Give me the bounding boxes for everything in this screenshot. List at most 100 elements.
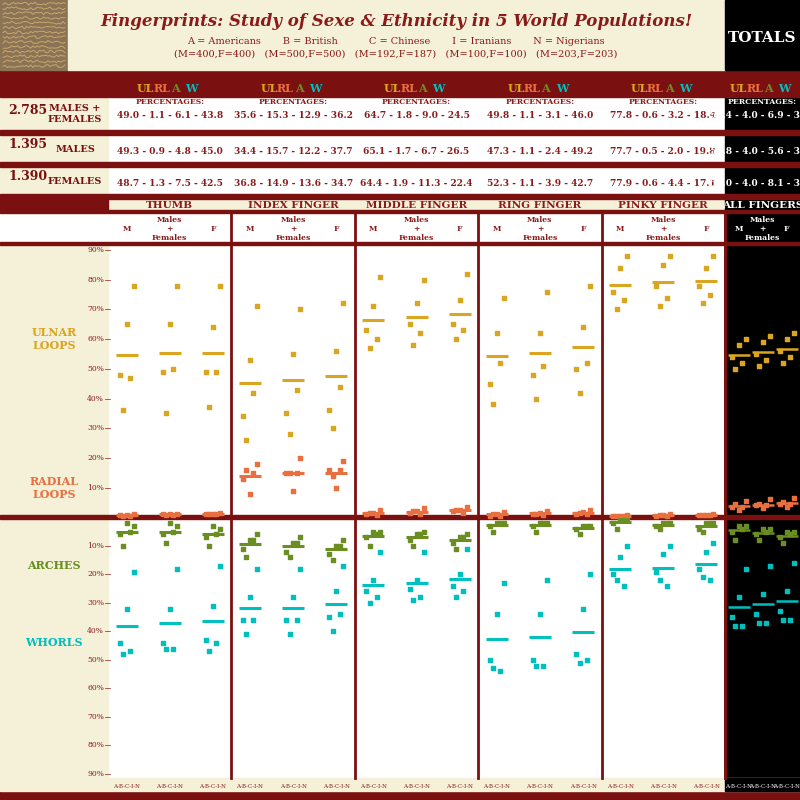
Point: [537, 517, 550, 530]
Point: [760, 525, 773, 538]
Point: [753, 359, 766, 372]
Point: [337, 559, 350, 572]
Point: [736, 619, 749, 632]
Bar: [0, 194, 800, 197]
Text: W: W: [309, 82, 322, 94]
Point: [697, 508, 710, 521]
Point: [739, 333, 752, 346]
Point: [360, 531, 373, 544]
Point: [700, 508, 713, 521]
Point: [283, 551, 296, 564]
Point: [487, 662, 500, 675]
Point: [240, 434, 253, 446]
Point: [703, 288, 716, 301]
Point: [498, 577, 510, 590]
Text: A-B-C-I-N: A-B-C-I-N: [156, 785, 183, 790]
Point: [573, 656, 586, 669]
Point: [124, 371, 137, 384]
Bar: [68, 0, 725, 70]
Point: [584, 503, 597, 516]
Point: [756, 522, 769, 535]
Bar: [0, 130, 800, 133]
Point: [654, 300, 666, 313]
Point: [614, 510, 626, 522]
Text: A: A: [418, 82, 427, 94]
Point: [334, 539, 346, 552]
Point: [210, 366, 222, 378]
Point: [530, 392, 543, 405]
Point: [763, 330, 776, 342]
Point: [494, 357, 506, 370]
Point: [614, 551, 626, 564]
Point: [703, 517, 716, 530]
Text: 1.395: 1.395: [9, 138, 47, 151]
Point: [290, 466, 303, 479]
Text: 64.4 - 1.9 - 11.3 - 22.4: 64.4 - 1.9 - 11.3 - 22.4: [360, 178, 473, 187]
Point: [240, 551, 253, 564]
Text: W: W: [432, 82, 445, 94]
Point: [446, 537, 459, 550]
Text: A-B-C-I-N: A-B-C-I-N: [606, 785, 634, 790]
Text: Males
+
Females: Males + Females: [399, 216, 434, 242]
Point: [414, 528, 426, 541]
Point: [763, 522, 776, 535]
Point: [577, 506, 590, 518]
Point: [610, 303, 623, 316]
Point: [127, 279, 140, 292]
Point: [460, 528, 473, 541]
Bar: [0, 96, 800, 132]
Bar: [0, 96, 108, 132]
Bar: [0, 166, 800, 196]
Point: [127, 565, 140, 578]
Point: [446, 579, 459, 592]
Point: [250, 458, 263, 470]
Text: M: M: [246, 225, 254, 233]
Point: [784, 350, 797, 363]
Text: A: A: [171, 82, 180, 94]
Point: [773, 605, 786, 618]
Text: 30%: 30%: [87, 599, 104, 607]
Text: UL: UL: [630, 82, 648, 94]
Point: [753, 534, 766, 546]
Point: [367, 506, 380, 519]
Text: PINKY FINGER: PINKY FINGER: [618, 201, 708, 210]
Point: [487, 398, 500, 411]
Point: [614, 262, 626, 274]
Text: 80%: 80%: [87, 742, 104, 750]
Point: [654, 522, 666, 535]
Text: THUMB: THUMB: [146, 201, 194, 210]
Point: [657, 258, 670, 271]
Text: UL: UL: [384, 82, 401, 94]
Point: [403, 506, 416, 519]
Point: [403, 534, 416, 546]
Point: [773, 498, 786, 510]
Point: [650, 510, 662, 522]
Point: [460, 267, 473, 280]
Text: 40%: 40%: [87, 627, 104, 635]
Bar: [725, 166, 800, 196]
Bar: [0, 132, 800, 135]
Point: [156, 508, 169, 521]
Point: [732, 338, 745, 351]
Text: A: A: [764, 82, 773, 94]
Point: [693, 562, 706, 575]
Point: [374, 545, 386, 558]
Point: [570, 648, 582, 661]
Point: [537, 509, 550, 522]
Point: [326, 422, 339, 434]
Text: MIDDLE FINGER: MIDDLE FINGER: [366, 201, 467, 210]
Point: [570, 522, 582, 535]
Text: INDEX FINGER: INDEX FINGER: [248, 201, 338, 210]
Point: [610, 522, 623, 535]
Point: [784, 498, 797, 510]
Point: [124, 645, 137, 658]
Text: ARCHES: ARCHES: [27, 560, 81, 571]
Point: [280, 466, 293, 479]
Point: [450, 503, 462, 516]
Point: [203, 539, 216, 552]
Point: [606, 517, 619, 530]
Point: [570, 507, 582, 520]
Point: [160, 407, 173, 420]
Point: [417, 525, 430, 538]
Text: 50%: 50%: [87, 656, 104, 664]
